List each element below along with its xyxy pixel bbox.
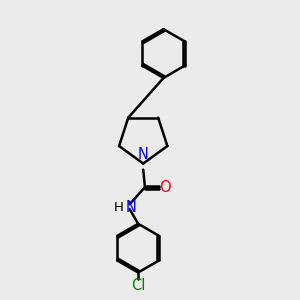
Text: Cl: Cl — [131, 278, 145, 293]
Text: O: O — [159, 180, 171, 195]
Text: N: N — [138, 147, 149, 162]
Text: N: N — [126, 200, 137, 215]
Text: H: H — [114, 201, 124, 214]
